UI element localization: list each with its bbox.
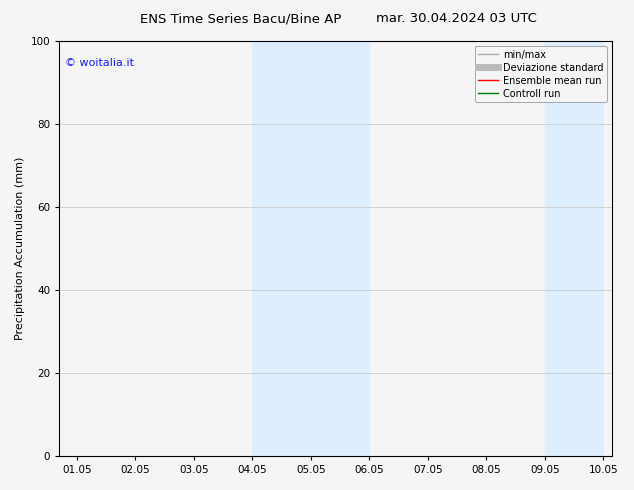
Y-axis label: Precipitation Accumulation (mm): Precipitation Accumulation (mm) <box>15 157 25 340</box>
Legend: min/max, Deviazione standard, Ensemble mean run, Controll run: min/max, Deviazione standard, Ensemble m… <box>474 46 607 102</box>
Text: ENS Time Series Bacu/Bine AP: ENS Time Series Bacu/Bine AP <box>140 12 342 25</box>
Text: © woitalia.it: © woitalia.it <box>65 58 134 68</box>
Text: mar. 30.04.2024 03 UTC: mar. 30.04.2024 03 UTC <box>376 12 537 25</box>
Bar <box>252 41 369 456</box>
Bar <box>545 41 603 456</box>
